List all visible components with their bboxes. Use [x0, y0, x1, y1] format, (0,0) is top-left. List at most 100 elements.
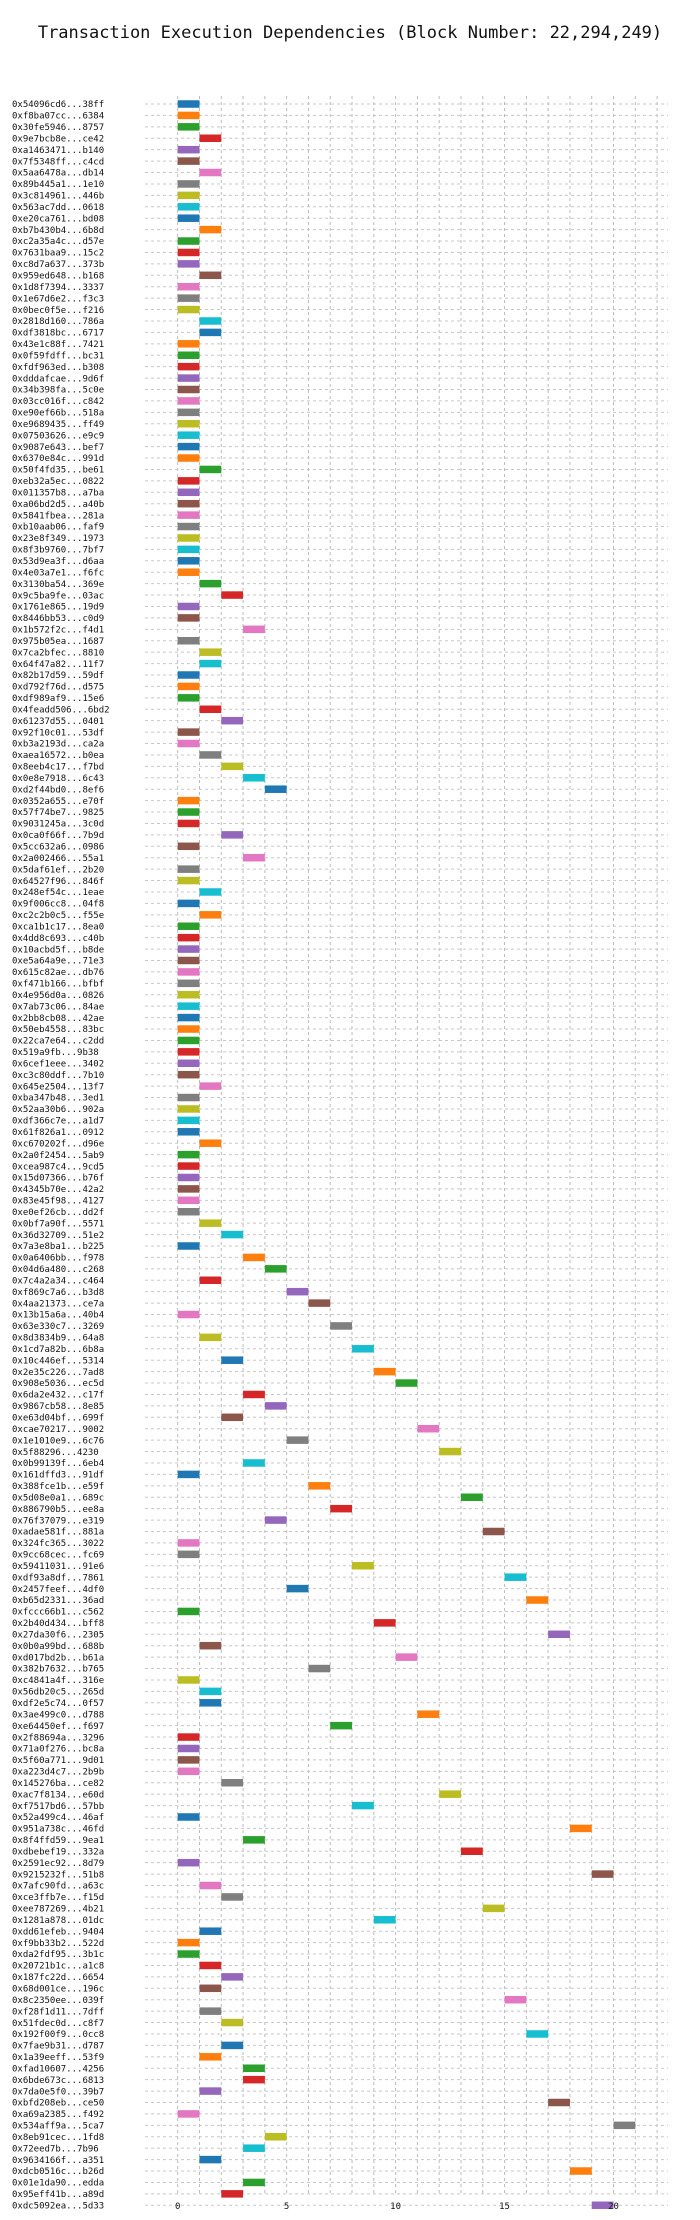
row-label: 0xa1463471...b140	[12, 146, 104, 156]
transaction-bar	[199, 1961, 222, 1970]
transaction-bar	[330, 1322, 353, 1330]
row-label: 0xdbebef19...332a	[12, 1847, 104, 1857]
transaction-bar	[177, 157, 200, 165]
row-label: 0xc8d7a637...373b	[12, 260, 104, 270]
row-label: 0xaea16572...b0ea	[12, 751, 104, 761]
row-label: 0x1cd7a82b...6b8a	[12, 1345, 104, 1355]
transaction-bar	[177, 191, 200, 200]
row-label: 0x43e1c88f...7421	[12, 340, 104, 350]
row-label: 0x886790b5...ee8a	[12, 1505, 104, 1515]
transaction-bar	[482, 1904, 505, 1913]
row-label: 0x04d6a480...c268	[12, 1265, 104, 1275]
transaction-bar	[243, 1459, 265, 1467]
row-label: 0xf8ba07cc...6384	[12, 112, 104, 122]
transaction-bar	[177, 1813, 200, 1821]
transaction-bar	[177, 100, 200, 108]
transaction-bar	[199, 1927, 222, 1935]
row-label: 0xe9689435...ff49	[12, 420, 104, 430]
row-label: 0xc2c2b0c5...f55e	[12, 911, 104, 921]
transaction-bar	[177, 865, 200, 873]
transaction-bar	[177, 260, 200, 268]
row-label: 0x8c2350ee...039f	[12, 1996, 104, 2006]
transaction-bar	[221, 831, 244, 839]
transaction-bar	[177, 876, 200, 885]
transaction-bar	[548, 1630, 570, 1639]
transaction-bar	[177, 979, 200, 988]
row-label: 0x534aff9a...5ca7	[12, 2122, 104, 2132]
transaction-bar	[439, 1790, 461, 1798]
x-tick-label: 10	[390, 2202, 401, 2212]
row-label: 0x23e8f349...1973	[12, 534, 104, 544]
transaction-bar	[177, 568, 200, 576]
transaction-bar	[177, 842, 200, 851]
transaction-bar	[177, 282, 200, 291]
transaction-bar	[177, 1105, 200, 1113]
transaction-bar	[177, 362, 200, 371]
row-label: 0x95eff41b...a89d	[12, 2190, 104, 2200]
row-label: 0xf869c7a6...b3d8	[12, 1288, 104, 1298]
row-label: 0xc3c80ddf...7b10	[12, 1071, 104, 1081]
row-label: 0xda2fdf95...3b1c	[12, 1950, 104, 1960]
row-label: 0x908e5036...ec5d	[12, 1379, 104, 1389]
row-label: 0x8f3b9760...7bf7	[12, 546, 104, 556]
row-label: 0xe20ca761...bd08	[12, 214, 104, 224]
transaction-bar	[177, 385, 200, 394]
transaction-bar	[417, 1710, 440, 1718]
row-label: 0x8f4ffd59...9ea1	[12, 1836, 104, 1846]
row-label: 0xb7b430b4...6b8d	[12, 226, 104, 236]
row-label: 0xb3a2193d...ca2a	[12, 740, 104, 750]
transaction-bar	[221, 1778, 244, 1787]
row-label: 0x9031245a...3c0d	[12, 820, 104, 830]
transaction-bar	[177, 1185, 200, 1193]
transaction-bar	[177, 477, 200, 485]
transaction-bar	[177, 602, 200, 611]
transaction-bar	[199, 659, 222, 668]
row-label: 0x1e1010e9...6c76	[12, 1436, 104, 1446]
row-label: 0x61237d55...0401	[12, 717, 104, 727]
transaction-bar	[177, 1025, 200, 1033]
row-label: 0x6370e84c...991d	[12, 454, 104, 464]
transaction-bar	[177, 1128, 200, 1136]
row-label: 0x5aa6478a...db14	[12, 169, 104, 179]
transaction-bar	[199, 1881, 222, 1890]
transaction-bar	[243, 2075, 265, 2084]
transaction-bar	[221, 716, 244, 725]
row-label: 0x6da2e432...c17f	[12, 1391, 104, 1401]
row-label: 0xfccc66b1...c562	[12, 1608, 104, 1618]
transaction-bar	[395, 1653, 418, 1661]
row-label: 0x7f5348ff...c4cd	[12, 157, 104, 167]
transaction-bar	[199, 2087, 222, 2095]
row-label: 0xcea987c4...9cd5	[12, 1162, 104, 1172]
transaction-bar	[221, 1413, 244, 1422]
transaction-bar	[199, 1139, 222, 1147]
transaction-bar	[177, 557, 200, 565]
transaction-bar	[177, 739, 200, 748]
chart-title: Transaction Execution Dependencies (Bloc…	[38, 23, 662, 43]
row-label: 0xe90ef66b...518a	[12, 409, 104, 419]
row-label: 0x7ab73c06...84ae	[12, 1002, 104, 1012]
transaction-bar	[177, 1173, 200, 1182]
row-label: 0x68d001ce...196c	[12, 1985, 104, 1995]
transaction-bar	[177, 1116, 200, 1125]
transaction-bar	[177, 203, 200, 211]
transaction-bar	[177, 1767, 200, 1776]
transaction-bar	[286, 1287, 309, 1296]
row-label: 0x71a0f276...bc8a	[12, 1745, 104, 1755]
transaction-bar	[199, 2053, 222, 2061]
transaction-bar	[177, 408, 200, 417]
transaction-bar	[199, 168, 222, 177]
row-label: 0x59411031...91e6	[12, 1562, 104, 1572]
row-label: 0xb65d2331...36ad	[12, 1596, 104, 1606]
row-label: 0x6bde673c...6813	[12, 2076, 104, 2086]
transaction-bar	[177, 305, 200, 314]
transaction-bar	[264, 1265, 287, 1273]
row-label: 0xe0ef26cb...dd2f	[12, 1208, 104, 1218]
transaction-bar	[308, 1482, 331, 1490]
x-axis-ticks: 0 5 10 15 20	[175, 2202, 619, 2212]
transaction-bar	[199, 1276, 222, 1285]
row-label: 0x0a6406bb...f978	[12, 1254, 104, 1264]
transaction-bar	[199, 1082, 222, 1090]
row-label: 0xc4841a4f...316e	[12, 1676, 104, 1686]
row-label: 0x61f826a1...0912	[12, 1128, 104, 1138]
row-label: 0x1b572f2c...f4d1	[12, 626, 104, 636]
